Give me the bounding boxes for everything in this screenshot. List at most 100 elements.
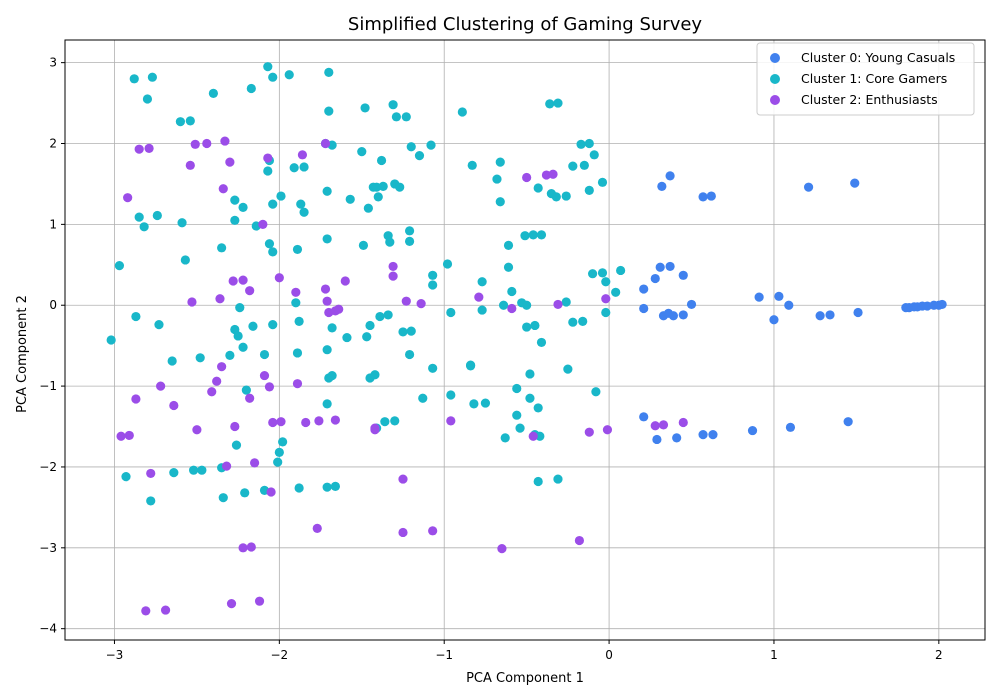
data-point-cluster-0 <box>698 192 708 202</box>
data-point-cluster-2 <box>169 400 179 411</box>
data-point-cluster-1 <box>533 476 543 487</box>
data-point-cluster-1 <box>322 345 332 355</box>
data-point-cluster-2 <box>428 526 438 536</box>
data-point-cluster-2 <box>258 219 268 229</box>
data-point-cluster-1 <box>406 326 416 336</box>
data-point-cluster-1 <box>264 239 275 249</box>
data-point-cluster-1 <box>597 268 608 278</box>
data-point-cluster-1 <box>446 390 456 400</box>
legend-marker-0 <box>770 53 780 63</box>
legend-label-2: Cluster 2: Enthusiasts <box>801 92 938 107</box>
data-point-cluster-1 <box>378 181 388 191</box>
data-point-cluster-1 <box>230 215 240 225</box>
data-point-cluster-2 <box>370 425 380 435</box>
data-point-cluster-1 <box>324 106 334 116</box>
data-point-cluster-1 <box>248 321 258 331</box>
data-point-cluster-1 <box>327 323 337 333</box>
data-point-cluster-0 <box>672 433 682 443</box>
data-point-cluster-1 <box>299 207 309 217</box>
data-point-cluster-2 <box>146 468 156 479</box>
data-point-cluster-0 <box>650 273 660 284</box>
data-point-cluster-0 <box>665 171 675 181</box>
data-point-cluster-0 <box>850 178 860 188</box>
data-point-cluster-0 <box>652 434 662 445</box>
data-point-cluster-1 <box>446 307 456 318</box>
legend: Cluster 0: Young Casuals Cluster 1: Core… <box>756 42 975 116</box>
data-point-cluster-1 <box>375 311 385 322</box>
data-point-cluster-2 <box>131 394 141 404</box>
data-point-cluster-1 <box>360 103 370 113</box>
legend-label-1: Cluster 1: Core Gamers <box>801 71 947 86</box>
data-point-cluster-2 <box>274 273 284 283</box>
legend-marker-2 <box>770 95 780 105</box>
data-point-cluster-1 <box>457 107 467 117</box>
plot-frame <box>64 39 986 641</box>
data-point-cluster-1 <box>563 364 573 374</box>
data-point-cluster-0 <box>665 261 675 272</box>
data-point-cluster-2 <box>528 431 538 441</box>
data-point-cluster-2 <box>301 417 311 428</box>
data-point-cluster-2 <box>398 527 408 538</box>
data-point-cluster-0 <box>747 425 758 436</box>
data-point-cluster-1 <box>330 481 340 491</box>
y-axis-label: PCA Component 2 <box>15 295 30 413</box>
data-point-cluster-2 <box>291 287 301 297</box>
data-point-cluster-1 <box>536 230 547 240</box>
data-point-cluster-1 <box>358 240 369 250</box>
data-point-cluster-2 <box>574 535 585 546</box>
data-point-cluster-1 <box>169 468 179 478</box>
data-point-cluster-1 <box>601 307 611 318</box>
data-point-cluster-1 <box>246 83 256 94</box>
data-point-cluster-0 <box>754 292 764 302</box>
data-point-cluster-1 <box>322 399 332 409</box>
data-point-cluster-1 <box>342 332 352 343</box>
data-point-cluster-1 <box>426 140 436 150</box>
data-point-cluster-1 <box>274 447 284 457</box>
data-point-cluster-1 <box>553 474 563 484</box>
data-point-cluster-2 <box>650 421 660 431</box>
data-point-cluster-1 <box>525 393 535 403</box>
data-point-cluster-1 <box>208 88 218 98</box>
data-point-cluster-2 <box>246 542 256 552</box>
data-point-cluster-2 <box>250 458 260 468</box>
data-point-cluster-0 <box>639 284 649 294</box>
data-point-cluster-1 <box>268 247 278 257</box>
data-point-cluster-0 <box>784 300 794 310</box>
data-point-cluster-2 <box>187 297 197 307</box>
data-point-cluster-2 <box>334 304 344 314</box>
data-point-cluster-1 <box>383 310 393 320</box>
data-point-cluster-1 <box>276 191 286 201</box>
data-point-cluster-1 <box>241 385 251 395</box>
data-point-cluster-1 <box>591 387 601 397</box>
data-point-cluster-1 <box>551 192 561 202</box>
data-point-cluster-2 <box>160 605 171 615</box>
data-point-cluster-0 <box>785 422 796 432</box>
data-point-cluster-1 <box>268 72 278 82</box>
data-point-cluster-1 <box>414 151 425 161</box>
data-point-cluster-1 <box>404 349 415 360</box>
data-point-cluster-0 <box>686 299 697 310</box>
data-point-cluster-1 <box>345 194 355 204</box>
data-point-cluster-1 <box>503 240 514 250</box>
data-point-cluster-2 <box>276 417 286 427</box>
data-point-cluster-1 <box>167 356 177 366</box>
x-tick-label: 1 <box>770 648 778 662</box>
data-point-cluster-1 <box>322 186 332 196</box>
data-point-cluster-1 <box>373 192 383 202</box>
data-point-cluster-1 <box>568 317 578 327</box>
data-point-cluster-1 <box>465 361 476 371</box>
data-point-cluster-1 <box>324 67 334 77</box>
data-point-cluster-1 <box>231 440 242 450</box>
data-point-cluster-0 <box>655 262 665 272</box>
data-point-cluster-1 <box>263 62 273 72</box>
data-point-cluster-1 <box>263 166 273 176</box>
y-tick-label: 2 <box>49 137 57 151</box>
x-tick-label: 2 <box>935 648 943 662</box>
data-point-cluster-1 <box>362 332 372 342</box>
data-point-cluster-0 <box>708 430 718 440</box>
data-point-cluster-1 <box>390 416 400 426</box>
data-point-cluster-1 <box>535 431 545 441</box>
data-point-cluster-2 <box>388 271 398 281</box>
data-point-cluster-1 <box>578 316 588 327</box>
